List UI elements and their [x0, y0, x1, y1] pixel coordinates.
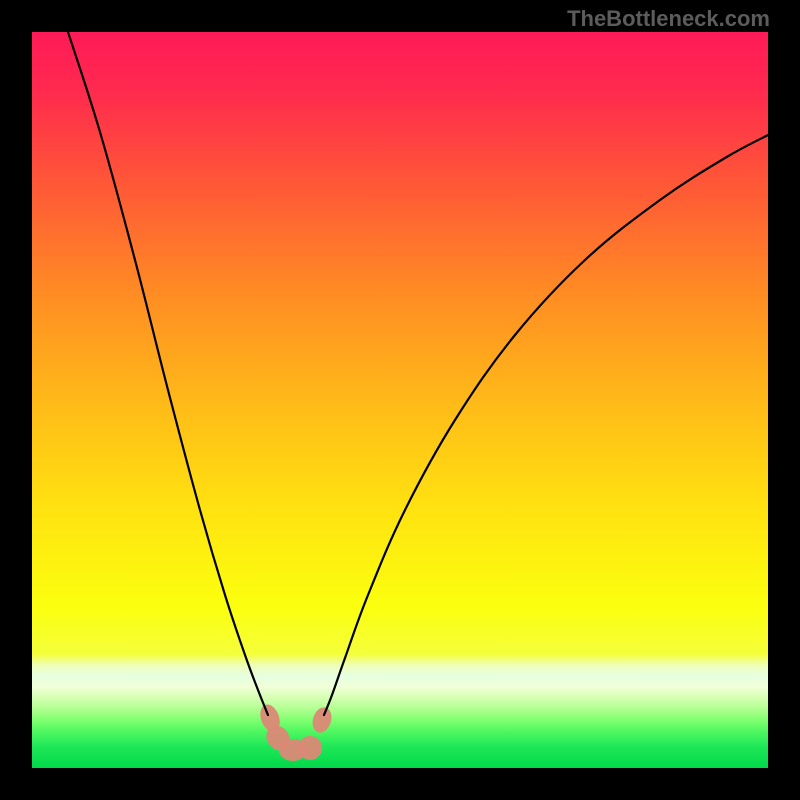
- chart-container: TheBottleneck.com: [0, 0, 800, 800]
- watermark-text: TheBottleneck.com: [567, 6, 770, 32]
- gradient-background: [32, 32, 768, 768]
- plot-area: [32, 32, 768, 768]
